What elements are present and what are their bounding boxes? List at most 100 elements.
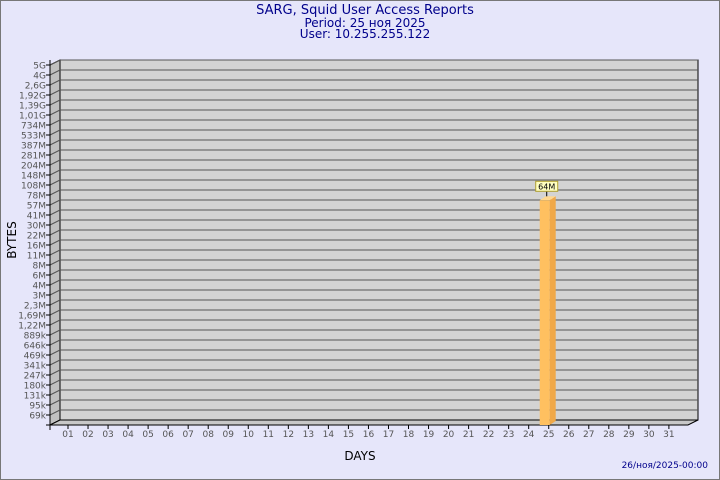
gridline-side	[49, 349, 61, 356]
x-tick-label: 15	[343, 430, 354, 440]
y-tick-label: 1,69M	[18, 312, 46, 322]
y-tick-label: 4G	[33, 72, 46, 82]
x-tick-label: 23	[503, 430, 514, 440]
gridline-side	[49, 389, 61, 396]
gridline-side	[49, 229, 61, 236]
bar-top	[539, 196, 556, 201]
y-tick-label: 1,39G	[19, 102, 46, 112]
x-tick-label: 21	[463, 430, 474, 440]
gridline-side	[49, 59, 61, 66]
gridline-side	[49, 279, 61, 286]
gridline-side	[49, 339, 61, 346]
gridline-side	[49, 209, 61, 216]
period-label: Period: 25 ноя 2025	[304, 16, 426, 30]
y-tick-label: 11M	[27, 252, 46, 262]
y-tick-label: 1,22M	[18, 322, 46, 332]
gridline-side	[49, 79, 61, 86]
gridline-side	[49, 239, 61, 246]
data-label-box	[535, 180, 559, 192]
bar-side	[549, 196, 556, 425]
gridline-side	[49, 159, 61, 166]
y-tick-label: 16M	[27, 242, 46, 252]
bar-day-25	[539, 200, 550, 425]
x-tick-label: 05	[142, 430, 153, 440]
x-tick-label: 19	[423, 430, 435, 440]
y-tick-label: 281M	[21, 152, 46, 162]
gridline-side	[49, 379, 61, 386]
x-tick-label: 25	[543, 430, 554, 440]
gridline-side	[49, 309, 61, 316]
chart-title: SARG, Squid User Access Reports	[256, 3, 474, 18]
gridline-side	[49, 359, 61, 366]
gridline-side	[49, 129, 61, 136]
y-tick-label: 148M	[21, 172, 46, 182]
gridline-side	[49, 399, 61, 406]
x-tick-label: 04	[122, 430, 134, 440]
y-tick-label: 533M	[21, 132, 46, 142]
gridline-side	[49, 69, 61, 76]
gridline-side	[49, 319, 61, 326]
x-tick-label: 02	[82, 430, 93, 440]
y-tick-label: 2,6G	[25, 82, 46, 92]
y-tick-label: 30M	[27, 222, 46, 232]
x-tick-label: 17	[383, 430, 394, 440]
x-tick-label: 29	[623, 430, 635, 440]
gridline-side	[49, 179, 61, 186]
y-tick-label: 247k	[24, 372, 47, 382]
x-tick-label: 10	[243, 430, 255, 440]
y-tick-label: 6M	[33, 272, 47, 282]
data-label: 64M	[538, 182, 555, 191]
gridline-side	[49, 139, 61, 146]
y-tick-label: 387M	[21, 142, 46, 152]
y-tick-label: 1,01G	[19, 112, 46, 122]
y-tick-label: 57M	[27, 202, 46, 212]
x-tick-label: 28	[603, 430, 615, 440]
gridline-side	[49, 169, 61, 176]
y-tick-label: 204M	[21, 162, 46, 172]
gridline-side	[49, 219, 61, 226]
gridline-side	[49, 99, 61, 106]
x-tick-label: 08	[202, 430, 214, 440]
x-tick-label: 09	[223, 430, 235, 440]
x-axis-label: DAYS	[344, 449, 375, 463]
gridline-side	[49, 409, 61, 416]
gridline-side	[49, 249, 61, 256]
x-tick-label: 03	[102, 430, 113, 440]
y-tick-label: 5G	[33, 62, 46, 72]
gridline-side	[49, 149, 61, 156]
y-tick-label: 341k	[24, 362, 47, 372]
y-tick-label: 108M	[21, 182, 46, 192]
x-tick-label: 14	[323, 430, 335, 440]
y-tick-label: 889k	[24, 332, 47, 342]
y-tick-label: 69k	[29, 412, 46, 422]
plot-floor	[49, 419, 699, 426]
y-tick-label: 22M	[27, 232, 46, 242]
y-tick-label: 131k	[24, 392, 47, 402]
x-tick-label: 30	[643, 430, 655, 440]
x-tick-label: 27	[583, 430, 594, 440]
gridline-side	[49, 329, 61, 336]
gridline-side	[49, 109, 61, 116]
y-tick-label: 3M	[33, 292, 47, 302]
x-tick-label: 13	[303, 430, 314, 440]
generated-timestamp: 26/ноя/2025-00:00	[621, 461, 708, 471]
gridline-side	[49, 289, 61, 296]
y-tick-label: 646k	[24, 342, 47, 352]
x-tick-label: 06	[162, 430, 174, 440]
x-tick-label: 18	[403, 430, 415, 440]
gridline-side	[49, 119, 61, 126]
y-axis-label: BYTES	[5, 221, 19, 258]
x-tick-label: 31	[663, 430, 674, 440]
user-label: User: 10.255.255.122	[299, 27, 431, 41]
x-tick-label: 01	[62, 430, 73, 440]
y-tick-label: 180k	[24, 382, 47, 392]
y-tick-label: 78M	[27, 192, 46, 202]
gridline-side	[49, 259, 61, 266]
y-tick-label: 469k	[24, 352, 47, 362]
gridline-side	[49, 299, 61, 306]
x-tick-label: 16	[363, 430, 375, 440]
x-tick-label: 24	[523, 430, 535, 440]
y-tick-label: 4M	[33, 282, 47, 292]
y-tick-label: 8M	[33, 262, 47, 272]
